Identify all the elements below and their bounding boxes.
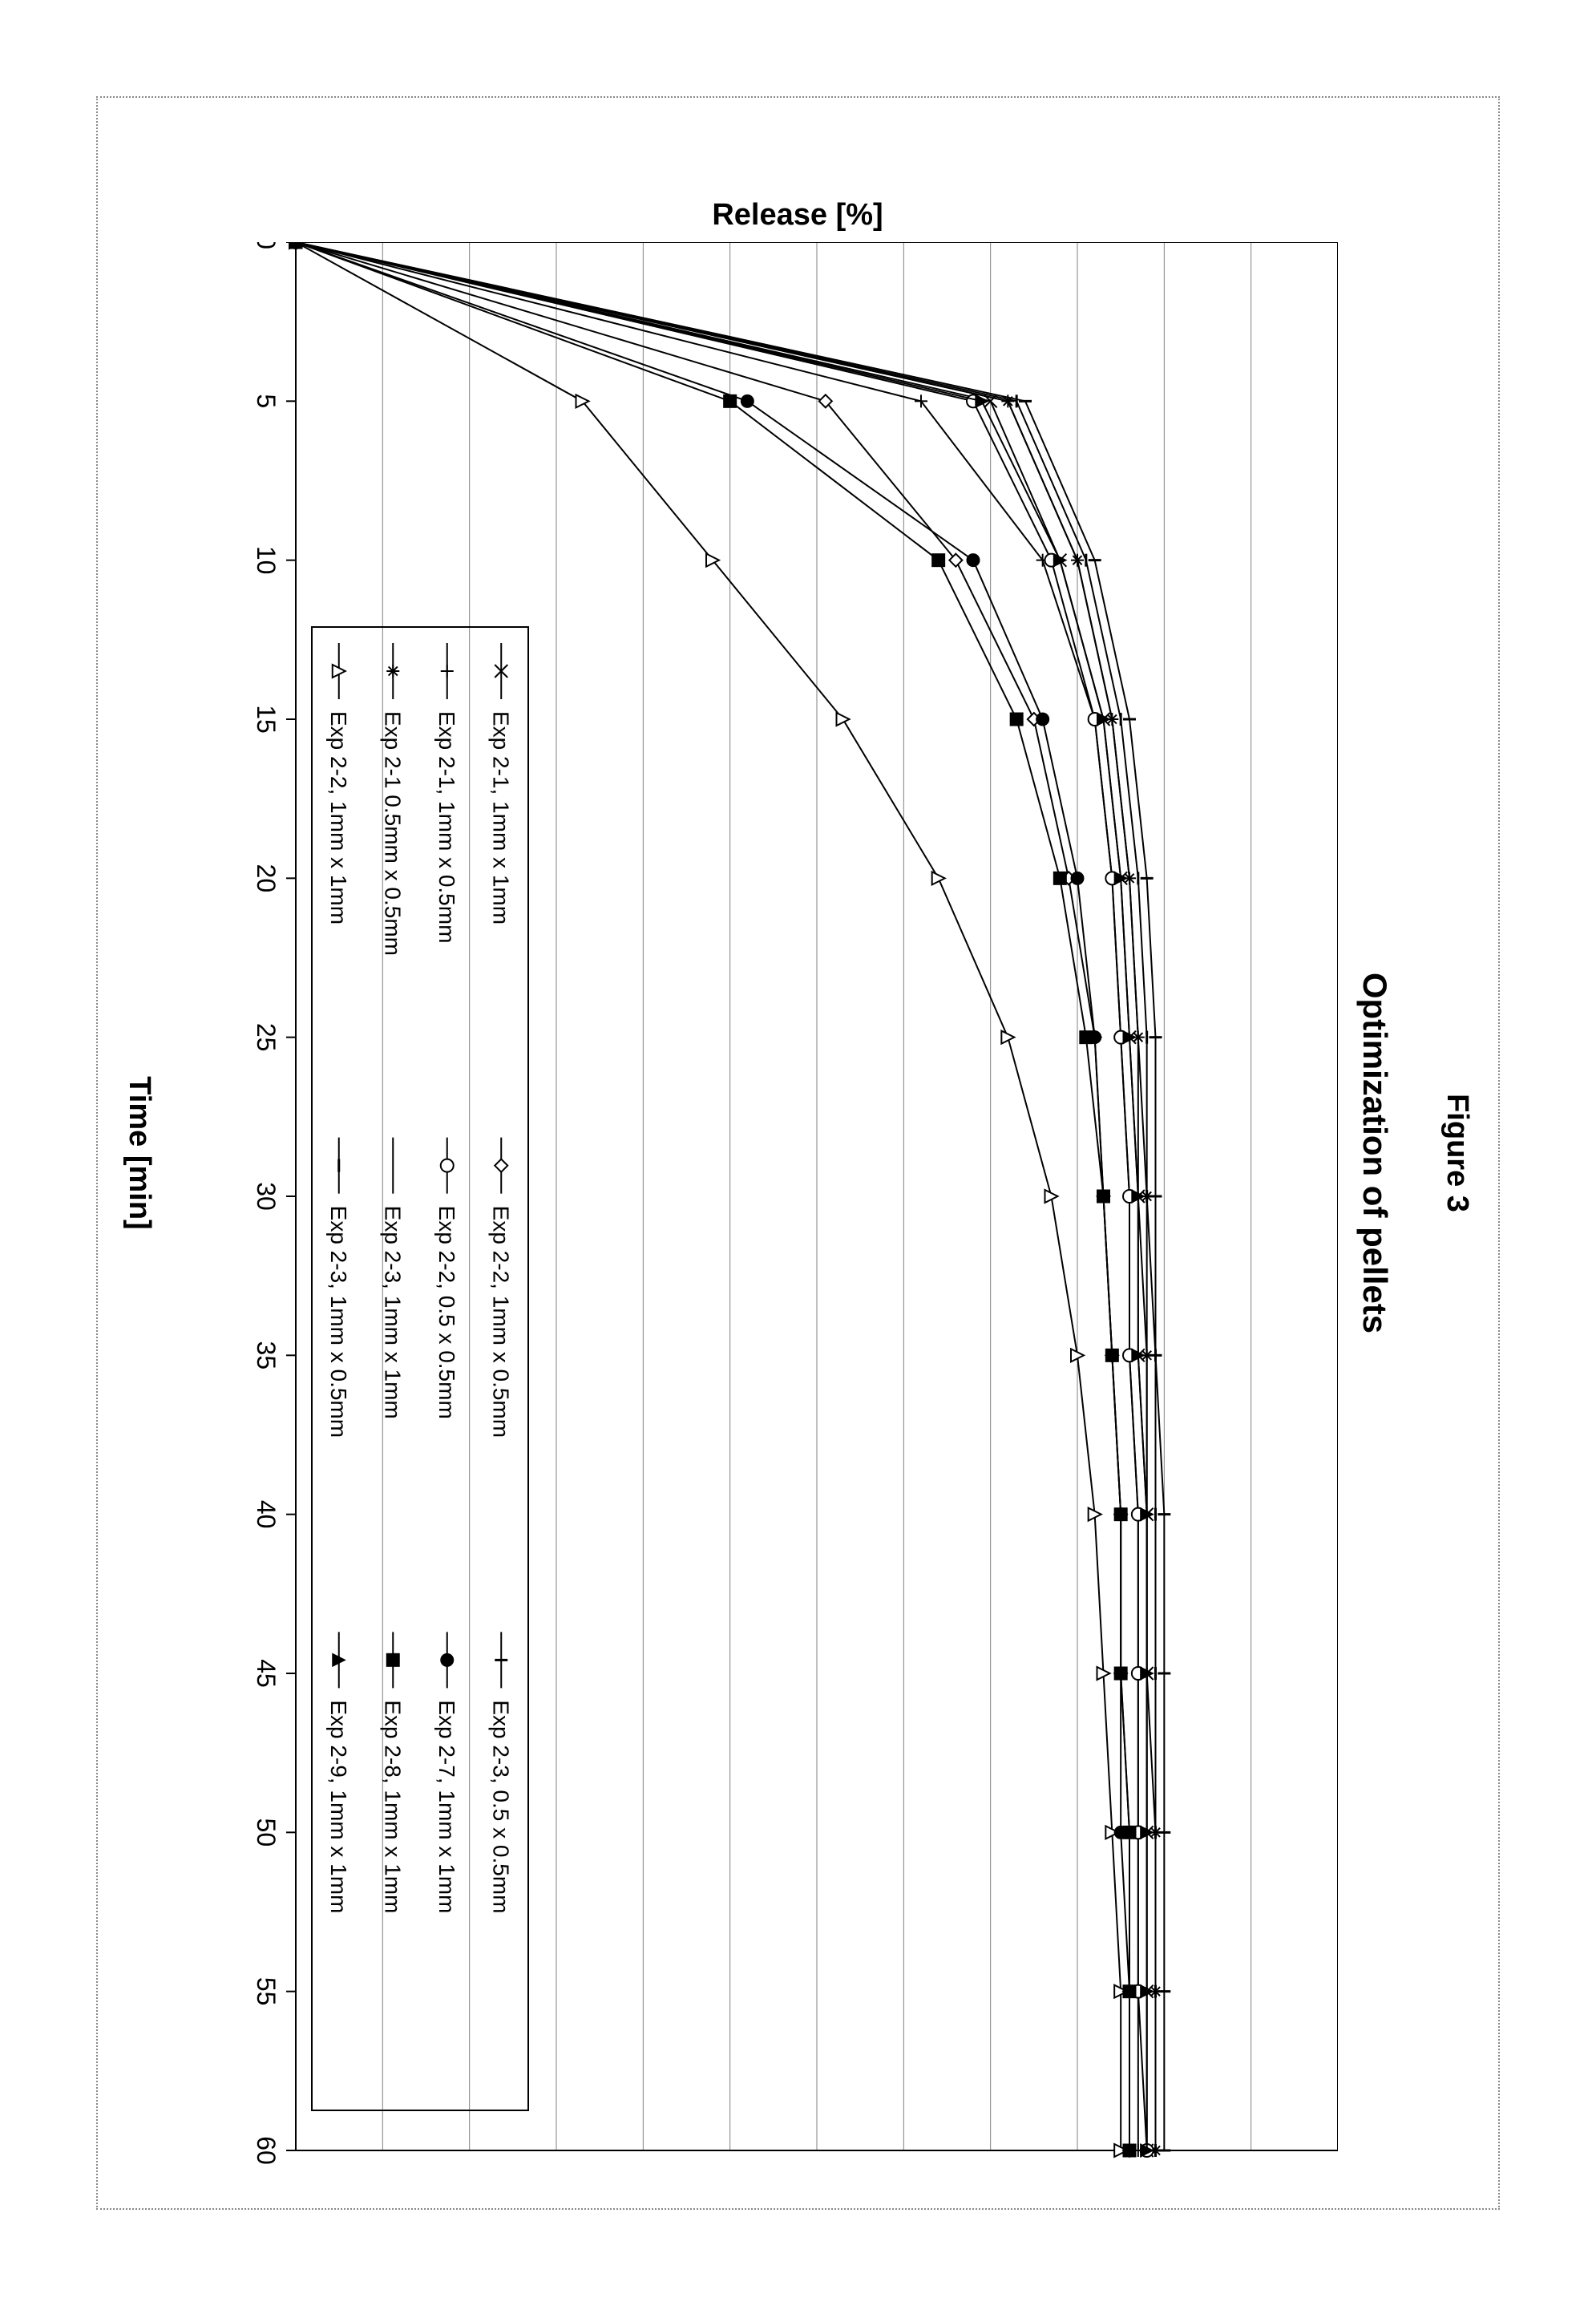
svg-text:35: 35 (252, 1341, 281, 1370)
legend-label: Exp 2-1 0.5mm x 0.5mm (380, 711, 405, 956)
svg-text:5: 5 (252, 394, 281, 408)
legend-label: Exp 2-3, 1mm x 0.5mm (326, 1206, 351, 1438)
legend-label: Exp 2-2, 1mm x 0.5mm (488, 1206, 513, 1438)
svg-text:20: 20 (252, 864, 281, 893)
svg-text:45: 45 (252, 1659, 281, 1688)
figure-border: Figure 3 Optimization of pellets Release… (96, 96, 1500, 2210)
legend-label: Exp 2-2, 0.5 x 0.5mm (434, 1206, 459, 1419)
figure-caption: Figure 3 (1440, 98, 1474, 2208)
svg-text:60: 60 (252, 2136, 281, 2165)
rotated-canvas: Figure 3 Optimization of pellets Release… (98, 98, 1498, 2208)
chart-title: Optimization of pellets (1356, 98, 1394, 2208)
legend-label: Exp 2-1, 1mm x 1mm (488, 711, 513, 924)
chart-svg: 0510152025303540455055600102030405060708… (200, 242, 1338, 2199)
svg-text:15: 15 (252, 705, 281, 734)
legend-label: Exp 2-8, 1mm x 1mm (380, 1700, 405, 1913)
legend-label: Exp 2-9, 1mm x 1mm (326, 1700, 351, 1913)
svg-text:30: 30 (252, 1182, 281, 1211)
legend-label: Exp 2-1, 1mm x 0.5mm (434, 711, 459, 943)
svg-text:40: 40 (252, 1500, 281, 1529)
x-axis-label: Time [min] (122, 98, 156, 2208)
svg-text:50: 50 (252, 1819, 281, 1847)
legend-label: Exp 2-2, 1mm x 1mm (326, 711, 351, 924)
y-axis-label: Release [%] (713, 198, 883, 233)
svg-text:0: 0 (252, 242, 281, 249)
svg-text:10: 10 (252, 546, 281, 575)
svg-text:55: 55 (252, 1977, 281, 2006)
legend-label: Exp 2-7, 1mm x 1mm (434, 1700, 459, 1913)
svg-text:25: 25 (252, 1023, 281, 1052)
legend-label: Exp 2-3, 1mm x 1mm (380, 1206, 405, 1419)
legend-label: Exp 2-3, 0.5 x 0.5mm (488, 1700, 513, 1913)
